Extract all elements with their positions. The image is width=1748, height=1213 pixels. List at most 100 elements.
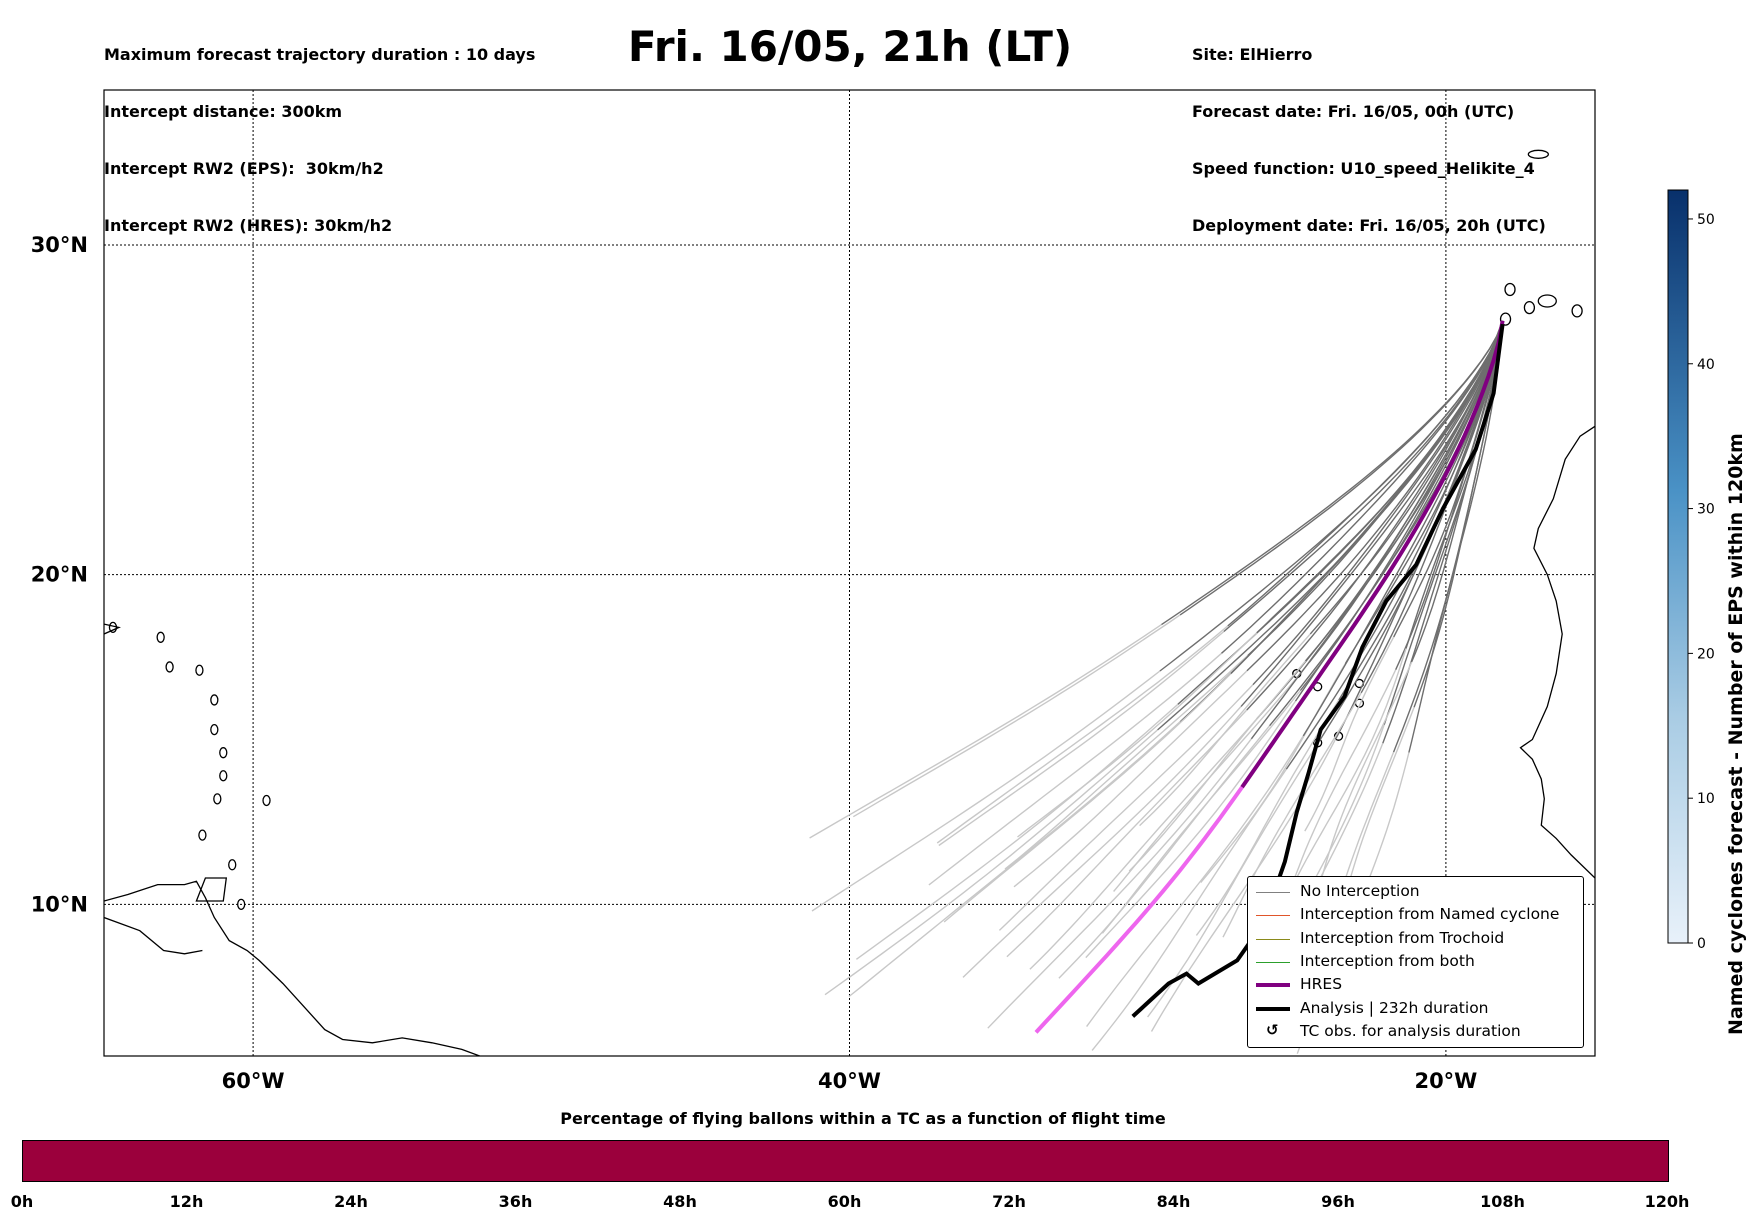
eps-trajectory-late [1091,768,1287,1051]
eps-trajectory-late [938,630,1225,847]
island [237,898,246,910]
eps-trajectory [1157,320,1504,731]
madeira [1527,149,1549,159]
puerto-rico-edge [104,623,121,635]
legend-item-tc-obs: ↺ TC obs. for analysis duration [1248,1021,1583,1043]
legend-label: Interception from Named cyclone [1300,905,1560,923]
canary-island [1504,282,1516,297]
eps-trajectory-late [1006,709,1248,958]
percentage-tick-label: 48h [663,1192,697,1211]
lon-tick-label: 60°W [222,1069,285,1093]
legend-item-named-cyclone: Interception from Named cyclone [1248,904,1583,926]
eps-trajectory-late [1013,670,1248,888]
lat-tick-label: 20°N [31,563,88,587]
eps-trajectory [1304,320,1504,662]
eps-trajectory-late [824,729,1159,996]
eps-trajectory-late [1150,738,1337,1032]
eps-trajectory [1309,320,1504,635]
lon-tick-label: 20°W [1414,1069,1477,1093]
header-right-info: Site: ElHierro Forecast date: Fri. 16/05… [1192,7,1546,254]
eps-trajectory-late [855,703,1179,960]
eps-trajectory-late [962,705,1242,978]
header-deployment-date: Deployment date: Fri. 16/05, 20h (UTC) [1192,216,1546,235]
eps-trajectory-late [809,624,1162,839]
west-africa-coast [1519,425,1595,879]
legend-item-hres: HRES [1248,974,1583,996]
eps-trajectory-late [943,673,1232,923]
header-site: Site: ElHierro [1192,45,1313,64]
eps-trajectory [1393,320,1504,638]
colorbar-ticks: 0 10 20 30 40 50 [1688,212,1715,952]
island [228,859,237,871]
colorbar [1667,189,1689,944]
eps-trajectory [1285,320,1504,770]
island [213,793,222,805]
eps-trajectory-late [1195,699,1340,936]
legend-line [1256,962,1290,963]
island [262,794,271,807]
eps-trajectory-late [1017,632,1258,838]
eps-trajectory-late [811,670,1161,912]
legend-item-no-interception: No Interception [1248,881,1583,903]
legend-label: Interception from both [1300,952,1475,970]
eps-trajectory-late [936,625,1229,844]
percentage-tick-label: 0h [10,1192,34,1211]
eps-trajectory-late [1222,692,1362,938]
percentage-tick-label: 96h [1321,1192,1355,1211]
colorbar-tick-label: 30 [1697,502,1715,518]
eps-trajectory [1252,320,1504,686]
eps-trajectory-late [1304,636,1395,832]
eps-trajectory [1223,320,1504,633]
axis-tick-labels: 30°N 20°N 10°N 60°W 40°W 20°W [31,233,1478,1093]
percentage-bar [22,1140,1669,1182]
eps-trajectory-late [1284,669,1397,905]
percentage-bar-title: Percentage of flying ballons within a TC… [560,1109,1166,1128]
lat-tick-label: 30°N [31,233,88,257]
legend-label: HRES [1300,975,1343,993]
canary-island [1499,312,1512,326]
island [195,664,204,676]
percentage-tick-label: 120h [1644,1192,1690,1211]
hres-trajectory [1240,320,1505,789]
eps-trajectory-late [1085,700,1297,959]
legend-label: No Interception [1300,882,1420,900]
island [210,723,219,736]
eps-trajectory-late [1029,718,1258,970]
percentage-tick-label: 84h [1156,1192,1191,1211]
header-intercept-distance: Intercept distance: 300km [104,102,343,121]
map-title: Fri. 16/05, 21h (LT) [627,22,1073,71]
orinoco-coast [104,916,203,955]
eps-trajectory-late [848,721,1181,998]
canary-island [1619,292,1637,304]
legend-line [1256,939,1290,940]
colorbar-tick-label: 20 [1697,646,1715,662]
legend-item-both: Interception from both [1248,951,1583,973]
header-speed-function: Speed function: U10_speed_Helikite_4 [1192,159,1535,178]
eps-trajectory-late [1317,661,1413,891]
header-left-info: Maximum forecast trajectory duration : 1… [104,7,535,254]
eps-trajectory [1221,320,1504,654]
eps-trajectory-late [1296,648,1407,878]
eps-trajectory [1360,320,1504,694]
legend-line [1256,983,1290,987]
legend-label: TC obs. for analysis duration [1300,1022,1521,1040]
eps-trajectory-late [928,652,1222,886]
trinidad [195,877,228,902]
eps-trajectory-late [1058,725,1271,979]
colorbar-tick-label: 40 [1697,357,1715,373]
percentage-tick-label: 72h [992,1192,1026,1211]
eps-trajectory [1405,320,1504,649]
header-forecast-date: Forecast date: Fri. 16/05, 00h (UTC) [1192,102,1515,121]
lat-tick-label: 10°N [31,892,88,916]
legend-line [1256,915,1290,916]
eps-trajectory-late [987,738,1252,1029]
south-america-coast [104,880,480,1056]
eps-trajectory-late [1200,663,1346,883]
legend-line [1256,1007,1290,1011]
eps-trajectory-late [998,684,1254,931]
legend-item-trochoid: Interception from Trochoid [1248,928,1583,950]
eps-trajectory [1179,320,1504,616]
eps-trajectory [1159,320,1504,672]
eps-trajectory-late [1086,735,1304,1028]
